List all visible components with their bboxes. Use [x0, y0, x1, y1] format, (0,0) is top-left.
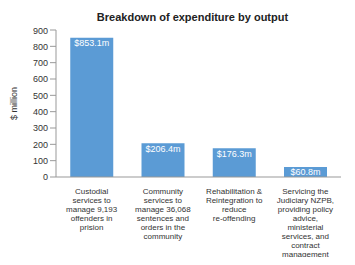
svg-text:600: 600 — [33, 74, 48, 84]
svg-text:800: 800 — [33, 42, 48, 52]
svg-text:$ million: $ million — [9, 87, 19, 120]
svg-text:200: 200 — [33, 140, 48, 150]
svg-text:Rehabilitation &Reintegration: Rehabilitation &Reintegration toreducere… — [206, 187, 263, 223]
svg-text:Communityservices tomanage 36,: Communityservices tomanage 36,068sentenc… — [135, 187, 191, 241]
svg-text:$206.4m: $206.4m — [145, 144, 180, 154]
svg-text:0: 0 — [43, 172, 48, 182]
svg-text:100: 100 — [33, 156, 48, 166]
svg-text:400: 400 — [33, 107, 48, 117]
svg-text:700: 700 — [33, 58, 48, 68]
svg-text:500: 500 — [33, 91, 48, 101]
svg-text:$60.8m: $60.8m — [290, 167, 320, 177]
svg-text:Custodialservices tomanage 9,1: Custodialservices tomanage 9,193offender… — [66, 187, 118, 232]
svg-text:$853.1m: $853.1m — [74, 38, 109, 48]
html-text:Breakdown of expenditure by ou: Breakdown of expenditure by output — [96, 11, 289, 23]
svg-text:Servicing theJudiciary NZPB,pr: Servicing theJudiciary NZPB,providing po… — [277, 187, 334, 257]
svg-text:900: 900 — [33, 26, 48, 36]
svg-text:300: 300 — [33, 123, 48, 133]
svg-text:$176.3m: $176.3m — [217, 149, 252, 159]
